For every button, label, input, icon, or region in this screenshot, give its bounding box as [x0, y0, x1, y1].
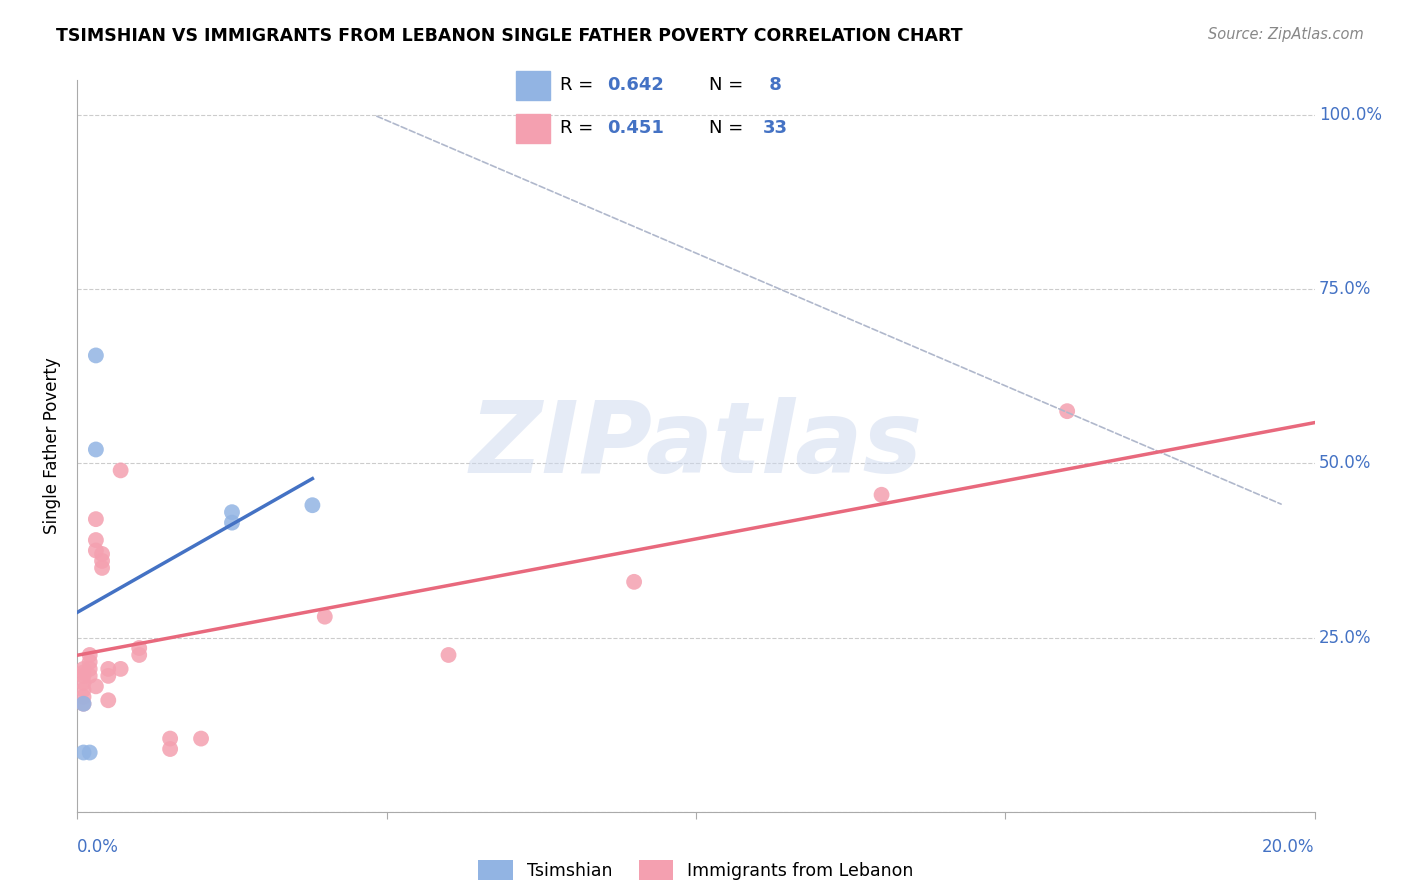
Point: [84, 512, 107, 526]
Point: [128, 640, 150, 655]
Text: 0.0%: 0.0%: [77, 838, 120, 856]
Bar: [516, 114, 550, 143]
Point: [221, 505, 243, 519]
Text: N =: N =: [709, 119, 748, 136]
Point: [84, 679, 107, 693]
Text: TSIMSHIAN VS IMMIGRANTS FROM LEBANON SINGLE FATHER POVERTY CORRELATION CHART: TSIMSHIAN VS IMMIGRANTS FROM LEBANON SIN…: [56, 27, 963, 45]
Text: 50.0%: 50.0%: [1319, 454, 1371, 473]
Point: [72, 746, 94, 760]
Point: [159, 742, 181, 756]
Point: [623, 574, 645, 589]
Text: R =: R =: [560, 76, 599, 94]
Point: [84, 533, 107, 547]
Text: 33: 33: [762, 119, 787, 136]
Point: [79, 669, 101, 683]
Text: R =: R =: [560, 119, 599, 136]
Point: [97, 669, 120, 683]
Text: 0.642: 0.642: [607, 76, 664, 94]
Point: [72, 669, 94, 683]
Point: [72, 697, 94, 711]
Text: 0.451: 0.451: [607, 119, 664, 136]
Point: [79, 662, 101, 676]
Point: [72, 697, 94, 711]
Point: [97, 662, 120, 676]
Point: [221, 516, 243, 530]
Point: [110, 662, 132, 676]
Y-axis label: Single Father Poverty: Single Father Poverty: [44, 358, 62, 534]
Text: Source: ZipAtlas.com: Source: ZipAtlas.com: [1208, 27, 1364, 42]
Point: [72, 676, 94, 690]
Point: [79, 655, 101, 669]
Point: [72, 690, 94, 704]
Point: [314, 609, 336, 624]
Point: [870, 488, 893, 502]
Point: [97, 693, 120, 707]
Point: [159, 731, 181, 746]
Text: 20.0%: 20.0%: [1263, 838, 1315, 856]
Point: [72, 662, 94, 676]
Point: [301, 498, 323, 512]
Point: [128, 648, 150, 662]
Point: [91, 561, 114, 575]
Text: 100.0%: 100.0%: [1319, 106, 1382, 124]
Point: [79, 746, 101, 760]
Point: [110, 463, 132, 477]
Legend: Tsimshian, Immigrants from Lebanon: Tsimshian, Immigrants from Lebanon: [471, 854, 921, 888]
Text: 75.0%: 75.0%: [1319, 280, 1371, 298]
Point: [190, 731, 212, 746]
Point: [84, 348, 107, 362]
Point: [437, 648, 460, 662]
Point: [72, 682, 94, 697]
Text: ZIPatlas: ZIPatlas: [470, 398, 922, 494]
Point: [84, 543, 107, 558]
Bar: [516, 71, 550, 100]
Text: 8: 8: [762, 76, 782, 94]
Point: [79, 648, 101, 662]
Point: [91, 547, 114, 561]
Point: [72, 665, 94, 680]
Text: 25.0%: 25.0%: [1319, 629, 1371, 647]
Text: N =: N =: [709, 76, 748, 94]
Point: [1056, 404, 1078, 418]
Point: [84, 442, 107, 457]
Point: [91, 554, 114, 568]
